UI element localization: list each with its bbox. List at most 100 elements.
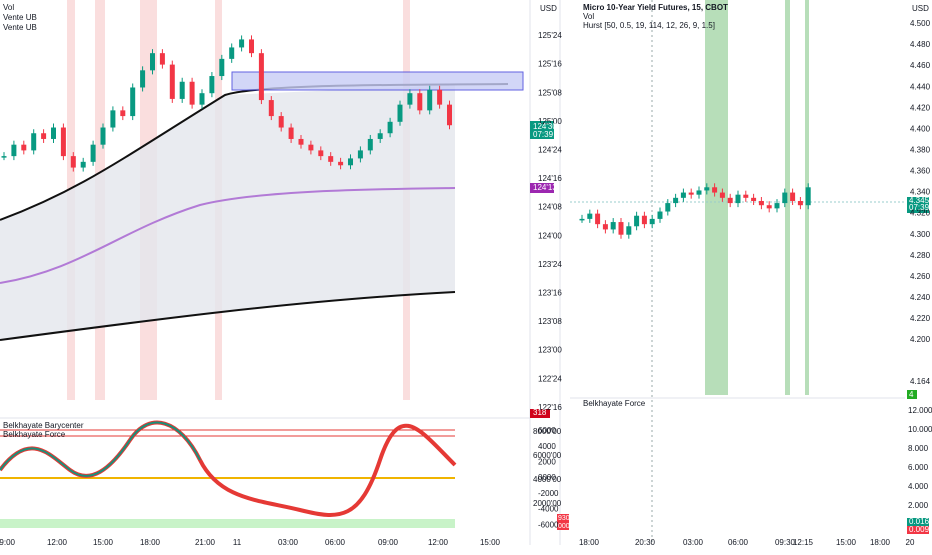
- candle: [229, 47, 235, 59]
- candle: [719, 192, 725, 198]
- osc-right-label: 12.000: [908, 406, 932, 415]
- osc-right-label: 2.000: [908, 501, 929, 510]
- osc-tag: 0.009: [909, 525, 930, 534]
- candle: [60, 127, 66, 157]
- legend: Vente UB: [3, 13, 37, 22]
- price-axis-label: 4.460: [910, 61, 931, 70]
- candle: [80, 161, 86, 168]
- osc-legend: Belkhayate Barycenter: [3, 421, 84, 430]
- osc-axis-label: 4000: [538, 442, 556, 451]
- last-price: 4.345: [909, 196, 930, 205]
- candle: [417, 93, 423, 111]
- candle: [797, 200, 803, 206]
- candle: [782, 192, 788, 204]
- osc-legend: Belkhayate Force: [3, 430, 66, 439]
- candle: [634, 215, 640, 227]
- volume-tag: 4: [909, 390, 914, 399]
- price-axis-label: 124'00: [538, 231, 562, 240]
- price-axis-label: 4.200: [910, 335, 931, 344]
- candle: [397, 104, 403, 122]
- price-axis-label: 4.280: [910, 251, 931, 260]
- candle: [258, 53, 264, 101]
- candle: [239, 39, 245, 48]
- price-axis-label: 4.380: [910, 146, 931, 155]
- time-axis-label: 18:00: [579, 538, 600, 547]
- candle: [766, 205, 772, 209]
- candle: [189, 81, 195, 105]
- candle: [712, 187, 718, 193]
- price-axis-label: 4.440: [910, 82, 931, 91]
- price-axis-label: 4.360: [910, 167, 931, 176]
- candle: [618, 222, 624, 235]
- time-axis-label: 15:00: [480, 538, 501, 547]
- candle: [179, 81, 185, 99]
- price-axis-label: 4.320: [910, 209, 931, 218]
- time-axis-label: 18:00: [870, 538, 891, 547]
- time-axis-label: 20: [906, 538, 915, 547]
- candle: [587, 213, 593, 219]
- currency: USD: [912, 4, 929, 13]
- candle: [288, 127, 294, 139]
- osc-tag: 0.016: [909, 517, 930, 526]
- candle: [348, 158, 353, 166]
- osc-axis-label: -6000: [538, 520, 559, 529]
- candle: [31, 133, 37, 151]
- price-axis-label: 4.420: [910, 103, 931, 112]
- candle: [377, 133, 383, 139]
- osc-axis-label: 2000: [538, 458, 556, 467]
- time-axis-label: 06:00: [325, 538, 346, 547]
- candle: [199, 93, 205, 105]
- price-axis-label: 123'24: [538, 260, 562, 269]
- osc-axis-label: 0000: [538, 473, 556, 482]
- osc-axis-label: -2000: [538, 489, 559, 498]
- price-axis-label: 124'16: [538, 174, 562, 183]
- candle: [743, 194, 749, 198]
- time-axis-label: 03:00: [278, 538, 299, 547]
- price-axis-label: 122'24: [538, 374, 562, 383]
- price-axis-label: 125'08: [538, 88, 562, 97]
- candle: [51, 127, 56, 139]
- left-tag: 000: [558, 523, 570, 530]
- candle: [727, 197, 733, 204]
- price-axis-label: 124'24: [538, 146, 562, 155]
- candle: [387, 121, 393, 134]
- price-axis-label: 123'08: [538, 317, 562, 326]
- candle: [100, 127, 106, 145]
- candle: [610, 222, 616, 230]
- countdown: 07:39: [909, 203, 930, 212]
- legend: Vol: [583, 12, 594, 21]
- candle: [641, 215, 647, 225]
- candle: [70, 156, 76, 168]
- osc-left-label: 4000'00: [533, 475, 562, 484]
- osc-axis-label: -4000: [538, 505, 559, 514]
- time-axis-label: 15:00: [836, 538, 857, 547]
- candle: [1, 156, 7, 158]
- price-axis-label: 125'00: [538, 117, 562, 126]
- candle: [579, 218, 585, 221]
- candle: [298, 138, 304, 145]
- candle: [338, 161, 344, 166]
- osc-legend: Belkhayate Force: [583, 399, 646, 408]
- candle: [159, 53, 165, 65]
- candle: [437, 89, 443, 105]
- candle: [790, 192, 796, 201]
- osc-right-label: 8.000: [908, 444, 929, 453]
- price-axis-label: 125'16: [538, 60, 562, 69]
- time-axis-label: 21:00: [195, 538, 216, 547]
- candle: [140, 70, 146, 88]
- osc-left-label: 8000'00: [533, 427, 562, 436]
- candle: [357, 150, 363, 159]
- candle: [150, 53, 155, 71]
- candle: [688, 192, 694, 195]
- candle: [805, 187, 811, 206]
- price-axis-label: 4.340: [910, 188, 931, 197]
- candle: [90, 144, 96, 162]
- candle: [11, 144, 17, 157]
- time-axis-label: 06:00: [728, 538, 749, 547]
- candle: [110, 110, 116, 128]
- candle: [751, 197, 757, 201]
- candle: [209, 76, 215, 94]
- volume-tag: 318: [533, 408, 547, 417]
